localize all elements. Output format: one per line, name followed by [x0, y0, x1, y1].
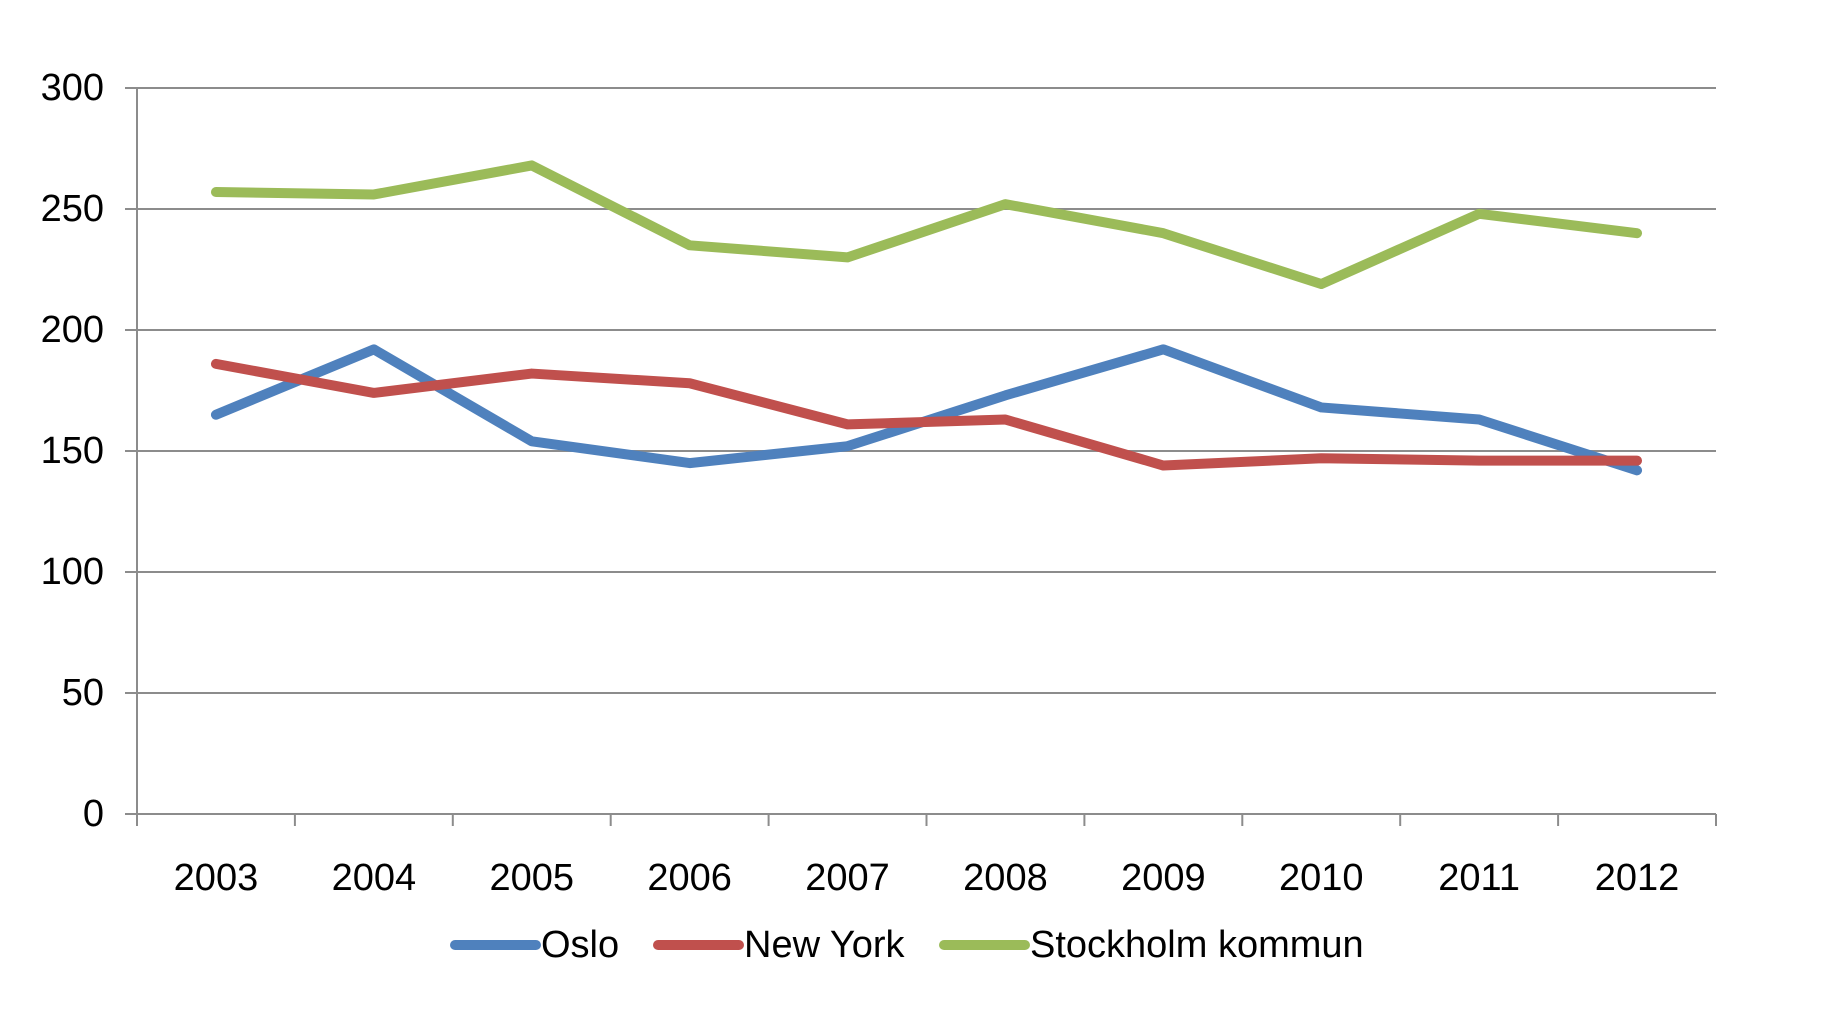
x-axis-label-2007: 2007	[805, 857, 890, 899]
x-axis-label-2003: 2003	[174, 857, 259, 899]
x-axis-label-2010: 2010	[1279, 857, 1364, 899]
y-axis-label-250: 250	[41, 188, 104, 230]
x-axis-label-2012: 2012	[1595, 857, 1680, 899]
x-axis-label-2009: 2009	[1121, 857, 1206, 899]
y-axis-label-0: 0	[83, 793, 104, 835]
x-axis-label-2006: 2006	[647, 857, 732, 899]
x-axis-label-2011: 2011	[1438, 857, 1520, 899]
x-axis-label-2008: 2008	[963, 857, 1048, 899]
legend-label-oslo: Oslo	[541, 924, 619, 966]
y-axis-label-200: 200	[41, 309, 104, 351]
x-axis-label-2004: 2004	[332, 857, 417, 899]
legend-label-stockholm-kommun: Stockholm kommun	[1030, 924, 1364, 966]
y-axis-label-50: 50	[62, 672, 104, 714]
x-axis-label-2005: 2005	[489, 857, 574, 899]
y-axis-label-100: 100	[41, 551, 104, 593]
series-line-stockholm-kommun	[210, 160, 1643, 290]
legend-label-new-york: New York	[744, 924, 906, 966]
y-axis-label-300: 300	[41, 67, 104, 109]
y-axis-label-150: 150	[41, 430, 104, 472]
series-line-new-york	[210, 358, 1643, 471]
series-line-oslo	[210, 344, 1643, 476]
